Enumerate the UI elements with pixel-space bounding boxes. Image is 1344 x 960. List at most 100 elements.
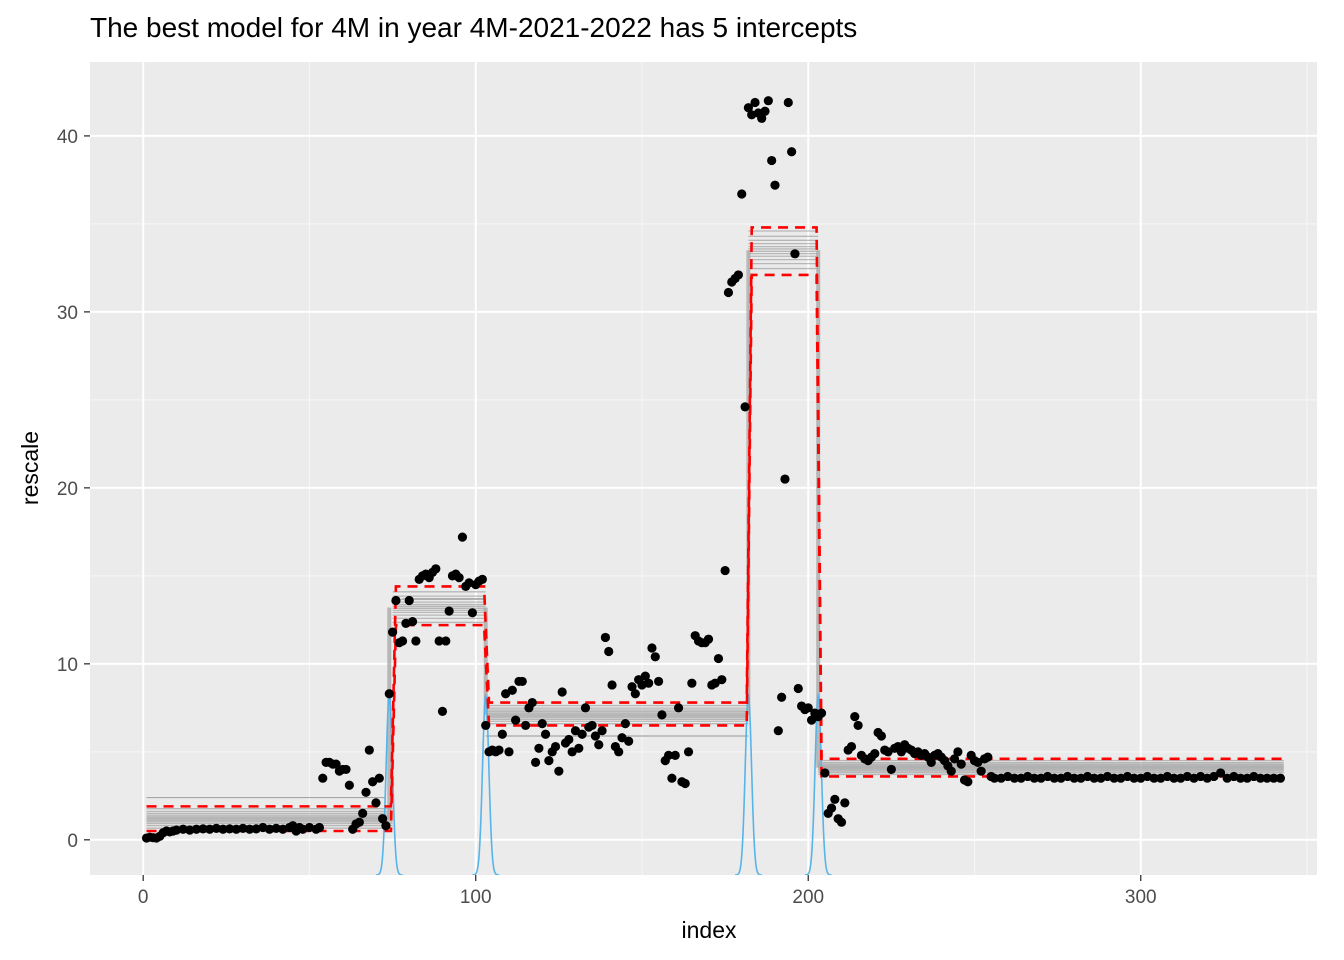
data-point xyxy=(640,671,650,681)
data-point xyxy=(687,678,697,688)
data-point xyxy=(1275,773,1286,783)
data-point xyxy=(1149,773,1159,783)
data-point xyxy=(650,652,660,662)
data-point xyxy=(790,249,800,259)
changepoint-density-curve xyxy=(735,692,762,875)
data-point xyxy=(946,766,956,776)
data-point xyxy=(527,697,537,708)
data-point xyxy=(620,719,630,729)
data-point xyxy=(457,532,468,542)
data-point xyxy=(976,766,986,776)
data-point xyxy=(740,402,750,412)
x-tick-label: 200 xyxy=(792,887,824,908)
y-tick-label: 10 xyxy=(57,655,78,676)
data-point xyxy=(454,573,464,583)
data-point xyxy=(358,808,368,819)
x-axis-title: index xyxy=(682,917,737,943)
data-point xyxy=(670,750,680,760)
data-point xyxy=(198,824,208,834)
data-point xyxy=(1255,773,1266,783)
y-tick-label: 0 xyxy=(67,831,78,852)
data-point xyxy=(1089,773,1099,783)
data-point xyxy=(763,96,773,106)
data-point xyxy=(777,692,787,702)
data-point xyxy=(507,685,517,695)
data-point xyxy=(963,777,973,787)
data-point xyxy=(743,103,753,113)
x-tick-label: 100 xyxy=(460,887,492,908)
data-point xyxy=(673,703,684,713)
data-point xyxy=(341,764,351,775)
data-point xyxy=(614,747,624,757)
data-point xyxy=(767,155,777,166)
data-point xyxy=(191,824,202,834)
data-point xyxy=(783,97,793,108)
data-point xyxy=(876,731,887,741)
data-point xyxy=(750,97,760,108)
data-point xyxy=(580,703,591,713)
data-point xyxy=(956,759,966,769)
data-point xyxy=(534,743,544,753)
data-point xyxy=(1215,768,1226,778)
data-point xyxy=(1262,773,1272,783)
data-point xyxy=(1109,773,1119,783)
data-point xyxy=(597,726,607,736)
data-point xyxy=(703,634,714,644)
y-tick-label: 30 xyxy=(57,303,78,324)
data-point xyxy=(773,726,783,736)
data-point xyxy=(850,712,860,722)
changepoint-density-curve xyxy=(804,692,832,875)
changepoint-density-curve xyxy=(472,692,500,875)
data-point xyxy=(331,759,341,769)
data-point xyxy=(1235,773,1246,783)
data-point xyxy=(667,773,677,783)
data-point xyxy=(530,757,541,767)
data-point xyxy=(504,747,514,757)
axis-layer: 0 100 200 300 0 10 20 30 40 xyxy=(57,127,1157,908)
data-point xyxy=(364,745,374,755)
x-tick-label: 300 xyxy=(1125,887,1157,908)
data-point xyxy=(374,773,384,783)
data-point xyxy=(344,780,354,790)
data-point xyxy=(434,636,444,646)
data-point xyxy=(680,778,690,789)
data-point xyxy=(737,189,747,199)
x-tick-label: 0 xyxy=(138,887,149,908)
data-point xyxy=(557,687,567,697)
y-tick-label: 40 xyxy=(57,127,78,148)
data-point xyxy=(624,736,634,746)
data-point xyxy=(826,803,837,813)
data-point xyxy=(441,636,451,646)
data-point xyxy=(494,745,504,755)
data-point xyxy=(630,689,640,699)
chart-title: The best model for 4M in year 4M-2021-20… xyxy=(90,12,858,43)
data-point xyxy=(886,764,896,775)
data-point xyxy=(836,817,847,827)
data-point xyxy=(354,817,364,827)
data-point xyxy=(381,821,391,831)
data-point xyxy=(411,636,421,646)
data-layer xyxy=(141,96,1286,875)
data-point xyxy=(397,636,408,646)
data-point xyxy=(437,706,448,716)
data-point xyxy=(497,729,507,739)
data-point xyxy=(481,720,491,731)
data-point xyxy=(830,794,840,804)
data-point xyxy=(926,757,936,767)
data-point xyxy=(983,752,993,762)
data-point xyxy=(647,643,657,653)
data-point xyxy=(723,287,734,298)
data-point xyxy=(537,719,547,729)
data-point xyxy=(574,743,584,753)
data-point xyxy=(1129,773,1139,783)
data-point xyxy=(1069,773,1079,783)
data-point xyxy=(361,787,371,797)
data-point xyxy=(371,798,381,808)
data-point xyxy=(607,680,617,690)
data-point xyxy=(953,747,963,757)
grid-layer xyxy=(90,62,1317,875)
data-point xyxy=(1269,773,1279,783)
data-point xyxy=(554,766,564,776)
data-point xyxy=(577,729,587,739)
